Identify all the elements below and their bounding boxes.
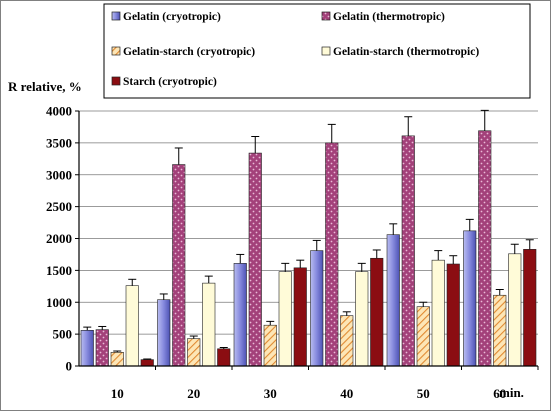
y-tick-label: 0 bbox=[66, 359, 73, 374]
legend-swatch-3 bbox=[111, 46, 121, 56]
y-axis-title: R relative, % bbox=[8, 79, 82, 94]
y-tick-label: 2000 bbox=[46, 231, 72, 246]
x-tick-label: 50 bbox=[417, 386, 430, 401]
legend-label-2: Gelatin (thermotropic) bbox=[333, 11, 445, 23]
legend-label-1: Gelatin (cryotropic) bbox=[123, 11, 221, 23]
legend-swatch-2 bbox=[321, 11, 331, 21]
legend-swatch-5 bbox=[111, 76, 121, 86]
axes: 0 500 1000 1500 2000 2500 3000 3500 4000 10 20 30 40… bbox=[46, 104, 539, 401]
x-tick-label: 40 bbox=[340, 386, 353, 401]
y-tick-label: 1500 bbox=[46, 263, 72, 278]
legend: Gelatin (cryotropic) Gelatin (thermotropi… bbox=[111, 11, 479, 88]
x-tick-label: 10 bbox=[111, 386, 124, 401]
grid bbox=[79, 110, 538, 335]
x-tick-label: 20 bbox=[187, 386, 200, 401]
x-tick-label: 30 bbox=[264, 386, 277, 401]
legend-label-4: Gelatin-starch (thermotropic) bbox=[333, 46, 479, 58]
y-tick-label: 3500 bbox=[46, 135, 72, 150]
bars bbox=[80, 109, 537, 367]
legend-box bbox=[103, 3, 531, 99]
legend-swatch-1 bbox=[111, 11, 121, 21]
legend-swatch-4 bbox=[321, 46, 331, 56]
legend-label-3: Gelatin-starch (cryotropic) bbox=[123, 46, 255, 58]
y-tick-label: 4000 bbox=[46, 104, 72, 119]
y-tick-label: 3000 bbox=[46, 167, 72, 182]
y-tick-label: 500 bbox=[53, 327, 73, 342]
x-axis-title: min. bbox=[499, 385, 524, 400]
y-tick-label: 2500 bbox=[46, 199, 72, 214]
x-tick-label: 60 bbox=[493, 386, 506, 401]
y-tick-label: 1000 bbox=[46, 295, 72, 310]
legend-label-5: Starch (cryotropic) bbox=[123, 76, 217, 88]
